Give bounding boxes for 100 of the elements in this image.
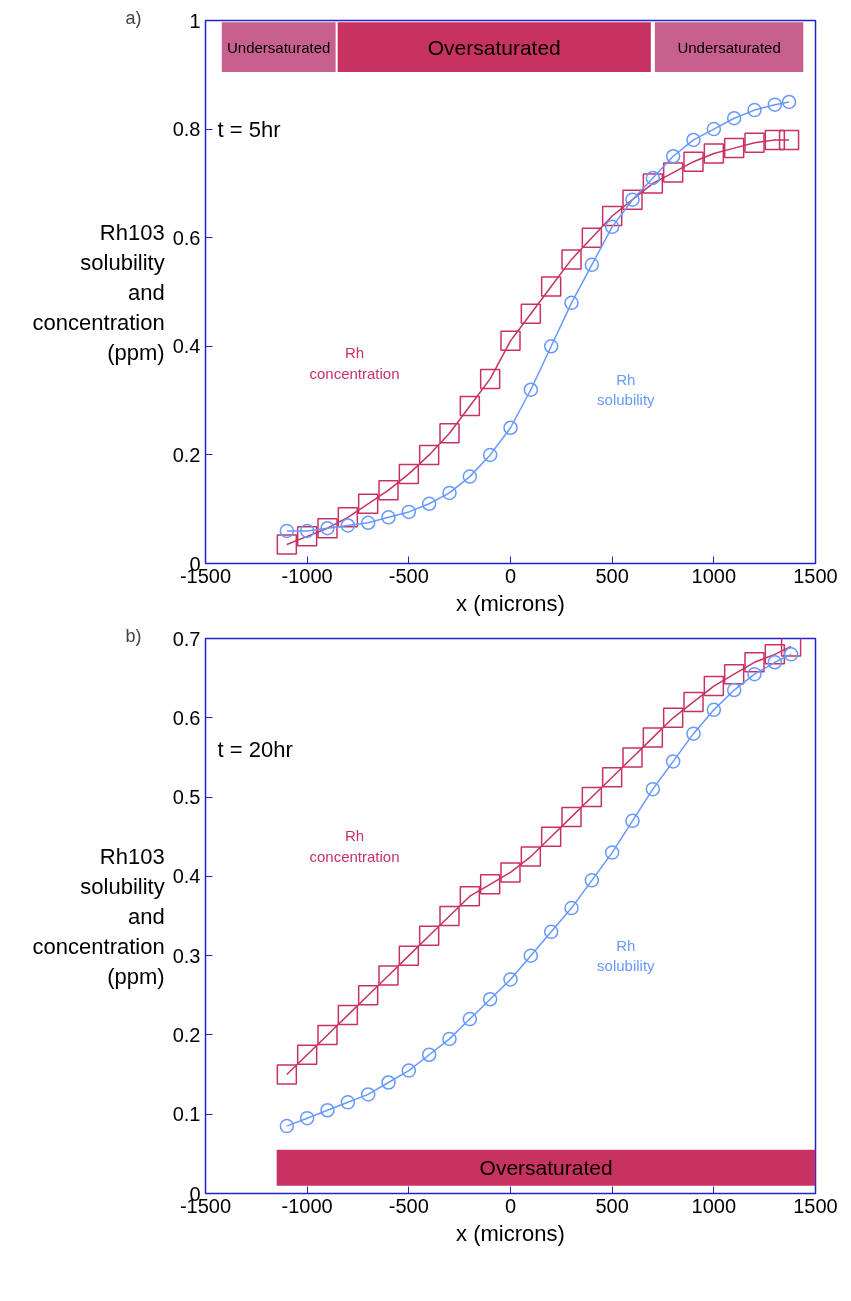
point [662,162,684,183]
point [482,447,498,463]
point [723,663,745,685]
point [767,97,783,112]
x-tick-label: 1000 [691,564,737,587]
point [299,1110,315,1126]
point [479,368,501,390]
x-tick-label: 1500 [793,564,838,587]
point [747,102,762,118]
point [520,303,542,324]
point [778,129,800,151]
point [683,691,704,713]
point [665,754,681,769]
text: Rh solubility [597,936,656,975]
y-tick-label: 1 [189,9,201,32]
point [357,985,379,1006]
band-label: Oversaturated [479,1156,613,1180]
point [317,1024,338,1046]
text: Rh solubility [597,371,656,409]
x-tick-label: 0 [504,1194,517,1217]
text: a) [125,7,142,28]
point [398,945,420,966]
point [584,257,600,273]
text: Rh concentration [309,344,400,382]
x-tick-label: 0 [504,564,517,587]
x-tick-label: -1000 [281,1194,333,1217]
point [540,276,562,297]
point [462,1011,478,1027]
point [726,682,742,698]
point [479,874,501,895]
y-axis-title: Rh103 solubility and concentration (ppm) [32,843,165,989]
point [421,1047,437,1062]
point [276,1064,298,1085]
point [744,132,765,153]
point [418,925,440,947]
point [604,219,620,235]
point [520,846,542,867]
point [703,143,725,164]
point [581,227,603,248]
y-tick-label: 0.4 [172,865,201,888]
y-tick-label: 0.2 [172,443,201,466]
point [442,1031,457,1047]
point [601,767,623,788]
x-tick-label: 1500 [793,1194,838,1217]
point [418,444,440,466]
point [276,534,298,555]
point [625,813,640,829]
point [764,644,786,665]
point [296,526,318,547]
y-tick-label: 0.3 [172,944,201,967]
point [706,702,722,718]
x-tick-label: -500 [388,564,429,587]
point [439,422,460,444]
y-tick-label: 0.1 [172,1103,201,1126]
x-tick-label: 500 [595,1194,629,1217]
y-tick-label: 0.2 [172,1023,201,1046]
point [645,781,661,797]
point [543,339,559,354]
point [337,507,359,528]
point [564,900,579,916]
x-tick-label: -500 [388,1194,429,1217]
x-tick-label: 500 [595,564,629,587]
y-tick-label: 0.8 [172,118,201,141]
point [381,1075,396,1090]
point [357,493,379,515]
y-axis-title: Rh103 solubility and concentration (ppm) [32,219,165,365]
y-tick-label: 0.6 [172,226,201,249]
point [360,515,376,531]
point [706,121,722,137]
point [703,675,725,697]
point [561,249,582,270]
text: b) [125,625,142,646]
point [744,652,765,673]
point [398,463,420,485]
x-tick-label: -1000 [281,564,333,587]
point [665,149,681,164]
point [604,845,620,860]
point [337,1004,359,1026]
y-tick-label: 0.7 [172,627,201,650]
point [581,786,603,808]
point [622,747,643,768]
y-tick-label: 0.6 [172,706,201,729]
point [296,1044,318,1065]
point [462,469,478,484]
band-label: Undersaturated [677,38,781,56]
point [601,205,623,227]
point [662,707,684,729]
x-axis-title: x (microns) [456,1220,565,1246]
text: Rh concentration [309,827,400,865]
point [320,1103,335,1118]
point [378,479,399,501]
point [503,972,518,987]
point [686,132,701,148]
point [642,727,664,748]
point [523,382,539,397]
point [401,504,417,520]
point [683,151,704,172]
point [340,1095,356,1110]
point [459,885,481,907]
point [543,924,559,940]
